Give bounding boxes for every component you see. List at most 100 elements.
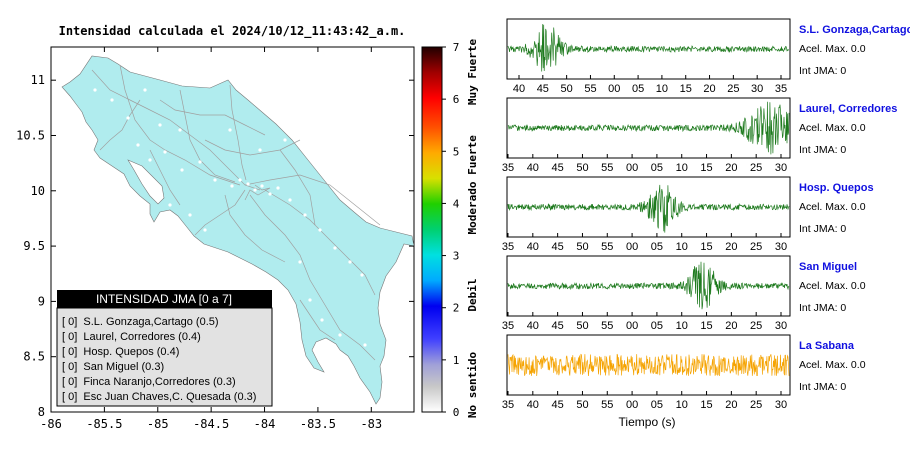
road: [249, 194, 376, 361]
waveform-frame: [506, 334, 791, 396]
time-tick-label: 30: [775, 399, 787, 411]
colorbar-ticks: 0 1 2 3 4 5 6 7: [442, 41, 460, 419]
time-tick-label: 20: [725, 399, 737, 411]
road: [179, 89, 236, 183]
station-acel-max: Acel. Max. 0.0: [799, 43, 866, 55]
y-tick-label: 9.5: [23, 239, 45, 253]
time-tick-label: 40: [527, 162, 539, 174]
x-tick-label: -85: [147, 417, 169, 431]
town-marker: [303, 213, 307, 217]
town-marker: [320, 318, 324, 322]
x-tick-label: -86: [40, 417, 62, 431]
road: [91, 69, 261, 191]
town-marker: [258, 148, 262, 152]
road-network: [91, 64, 381, 361]
time-tick-label: 10: [676, 162, 688, 174]
y-tick-label: 10: [31, 184, 45, 198]
town-marker: [93, 88, 97, 92]
colorbar-category-label: No sentido: [466, 352, 479, 419]
station-int-jma: Int JMA: 0: [799, 381, 846, 393]
time-tick-label: 45: [552, 320, 564, 332]
legend-body: [56, 307, 273, 407]
road: [229, 84, 247, 181]
time-tick-label: 55: [601, 320, 613, 332]
time-tick-label: 15: [700, 162, 712, 174]
time-tick-label: 20: [725, 241, 737, 253]
colorbar-tick-label: 2: [453, 302, 460, 315]
town-marker: [203, 228, 207, 232]
station-int-jma: Int JMA: 0: [799, 302, 846, 314]
intensity-legend: INTENSIDAD JMA [0 a 7] [ 0] S.L. Gonzaga…: [56, 290, 273, 407]
town-markers: [93, 88, 367, 347]
time-tick-label: 30: [751, 83, 763, 95]
road: [99, 99, 141, 151]
station-name: S.L. Gonzaga,Cartago: [799, 24, 910, 36]
road: [244, 174, 381, 226]
colorbar-tick-label: 3: [453, 250, 460, 263]
time-tick-label: 10: [676, 320, 688, 332]
time-tick-label: 00: [626, 320, 638, 332]
colorbar-category-label: Muy Fuerte: [466, 39, 479, 106]
town-marker: [178, 128, 182, 132]
time-tick-label: 25: [750, 241, 762, 253]
road: [244, 184, 271, 201]
time-tick-label: 05: [651, 320, 663, 332]
legend-row: [ 0] S.L. Gonzaga,Cartago (0.5): [62, 316, 219, 328]
colorbar-tick-label: 6: [453, 93, 460, 106]
gulf-nicoya: [127, 159, 165, 205]
time-tick-label: 25: [750, 320, 762, 332]
x-tick-label: -84: [254, 417, 276, 431]
waveform-panel: 40 45 50 55 00 05 10 15 20 25 30 35 S.L. Gonzaga,Car…: [506, 18, 910, 95]
waveform-panel: 35 40 45 50 55 00 05 10 15 20 25 30 La Sabana Acel. M…: [502, 334, 866, 411]
station-int-jma: Int JMA: 0: [799, 144, 846, 156]
y-tick-label: 10.5: [16, 128, 45, 142]
town-marker: [158, 123, 162, 127]
time-tick-label: 00: [608, 83, 620, 95]
map-y-axis: 8 8.5 9 9.5 10 10.5 11: [16, 73, 414, 419]
waveform-panel: 35 40 45 50 55 00 05 10 15 20 25 30 San Miguel Acel. …: [502, 255, 866, 332]
time-axis-label: Tiempo (s): [619, 415, 676, 429]
time-tick-label: 00: [626, 399, 638, 411]
time-tick-label: 45: [537, 83, 549, 95]
time-tick-label: 55: [601, 162, 613, 174]
legend-row: [ 0] Finca Naranjo,Corredores (0.3): [62, 376, 236, 388]
road: [159, 99, 266, 136]
time-tick-label: 25: [727, 83, 739, 95]
time-tick-label: 15: [700, 399, 712, 411]
town-marker: [360, 273, 364, 277]
waveform-trace: [507, 184, 790, 233]
time-tick-label: 25: [750, 399, 762, 411]
x-tick-label: -83.5: [300, 417, 336, 431]
road: [149, 149, 181, 206]
colorbar-categories: No sentido Debil Moderado Fuerte Muy Fuerte: [466, 39, 479, 419]
town-marker: [283, 138, 287, 142]
town-marker: [188, 213, 192, 217]
time-tick-label: 15: [700, 320, 712, 332]
town-marker: [288, 198, 292, 202]
time-tick-label: 40: [527, 241, 539, 253]
time-tick-label: 40: [513, 83, 525, 95]
time-tick-label: 20: [725, 320, 737, 332]
time-tick-label: 55: [584, 83, 596, 95]
station-int-jma: Int JMA: 0: [799, 65, 846, 77]
town-marker: [168, 203, 172, 207]
legend-header-bg: [57, 290, 272, 308]
map-x-axis: -86 -85.5 -85 -84.5 -84 -83.5 -83: [40, 47, 382, 431]
time-tick-label: 05: [632, 83, 644, 95]
town-marker: [230, 184, 234, 188]
costa-rica-land: [61, 55, 414, 405]
road: [279, 149, 316, 226]
town-marker: [136, 143, 140, 147]
town-marker: [253, 188, 257, 192]
x-tick-label: -85.5: [86, 417, 122, 431]
time-tick-label: 50: [576, 399, 588, 411]
time-tick-label: 55: [601, 399, 613, 411]
colorbar-tick-label: 1: [453, 354, 460, 367]
station-acel-max: Acel. Max. 0.0: [799, 122, 866, 134]
town-marker: [276, 186, 280, 190]
colorbar-category-label: Fuerte: [466, 135, 479, 175]
waveform-panels: 40 45 50 55 00 05 10 15 20 25 30 35 S.L. Gonzaga,Car…: [502, 18, 910, 411]
y-tick-label: 8.5: [23, 350, 45, 364]
colorbar-category-label: Debil: [466, 278, 479, 311]
